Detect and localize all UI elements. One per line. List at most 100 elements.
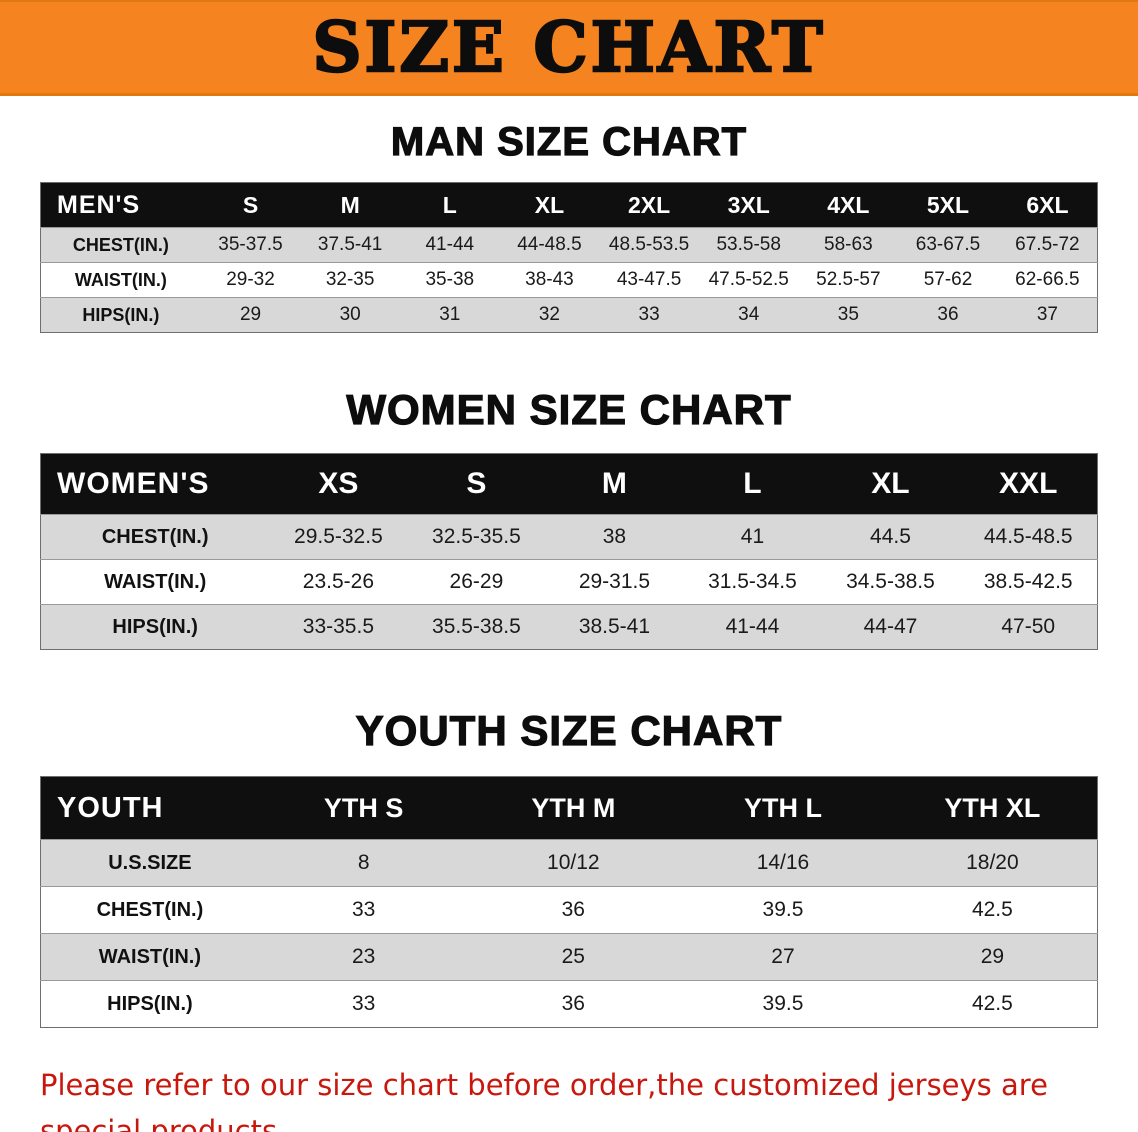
men-size-header: 5XL <box>898 182 998 228</box>
measure-value: 31 <box>439 304 461 325</box>
measure-value: 33-35.5 <box>302 615 375 638</box>
women-size-header: S <box>407 453 546 515</box>
measure-label: CHEST(IN.) <box>96 898 204 921</box>
measure-value: 37 <box>1036 304 1058 325</box>
measure-label: HIPS(IN.) <box>112 615 198 638</box>
men-measure-row: WAIST(IN.) 29-32 32-35 35-38 38-43 43-47.5 47.… <box>40 262 1098 298</box>
measure-label: U.S.SIZE <box>108 851 192 874</box>
youth-section: YOUTH SIZE CHART YOUTH YTH S YTH M YTH L YTH… <box>0 706 1138 1028</box>
measure-value: 44.5-48.5 <box>983 525 1073 548</box>
measure-value: 32-35 <box>325 269 375 290</box>
measure-value: 63-67.5 <box>915 234 981 255</box>
measure-value: 10/12 <box>547 851 600 874</box>
youth-measure-row: U.S.SIZE 8 10/12 14/16 18/20 <box>40 839 1098 887</box>
measure-value: 31.5-34.5 <box>708 570 797 593</box>
measure-value: 8 <box>357 851 370 874</box>
measure-value: 47-50 <box>1001 615 1056 638</box>
measure-value: 35-38 <box>425 269 475 290</box>
measure-value: 33 <box>638 304 660 325</box>
men-table-title: MEN'S <box>40 182 201 228</box>
youth-table-title: YOUTH <box>40 776 259 840</box>
men-size-header: XL <box>499 182 600 228</box>
measure-value: 29 <box>980 945 1005 968</box>
women-section-heading: WOMEN SIZE CHART <box>346 385 792 433</box>
women-size-header: M <box>545 453 684 515</box>
youth-header-row: YOUTH YTH S YTH M YTH L YTH XL <box>40 776 1098 840</box>
measure-value: 29 <box>239 304 262 325</box>
measure-value: 34 <box>738 304 760 325</box>
women-table-title: WOMEN'S <box>40 453 270 515</box>
women-size-table: WOMEN'S XS S M L XL XXL CHEST(IN.) 29.5-32.5 32.5… <box>40 453 1098 650</box>
youth-measure-row: WAIST(IN.) 23 25 27 29 <box>40 933 1098 981</box>
youth-size-header: YTH S <box>258 776 469 840</box>
men-size-header: 3XL <box>698 182 799 228</box>
women-header-row: WOMEN'S XS S M L XL XXL <box>40 453 1098 515</box>
measure-value: 36 <box>561 898 585 921</box>
women-size-header: XS <box>269 453 408 515</box>
measure-value: 38 <box>602 525 627 548</box>
women-measure-row: WAIST(IN.) 23.5-26 26-29 29-31.5 31.5-34.5 34… <box>40 559 1098 605</box>
measure-label: WAIST(IN.) <box>98 945 202 968</box>
measure-value: 53.5-58 <box>716 234 781 255</box>
measure-value: 58-63 <box>824 234 873 255</box>
measure-value: 36 <box>937 304 959 325</box>
measure-value: 38.5-42.5 <box>983 570 1073 593</box>
youth-size-header: YTH XL <box>887 776 1098 840</box>
measure-value: 29-32 <box>226 269 275 290</box>
youth-size-header: YTH L <box>678 776 888 840</box>
men-header-row: MEN'S S M L XL 2XL 3XL 4XL 5XL 6XL <box>40 182 1098 228</box>
measure-value: 67.5-72 <box>1015 234 1080 255</box>
youth-size-table: YOUTH YTH S YTH M YTH L YTH XL U.S.SIZE 8 10/12… <box>40 776 1098 1028</box>
women-measure-row: CHEST(IN.) 29.5-32.5 32.5-35.5 38 41 44.5 44.5… <box>40 514 1098 560</box>
measure-value: 44-47 <box>863 615 918 638</box>
measure-value: 38.5-41 <box>578 615 651 638</box>
measure-value: 43-47.5 <box>616 269 682 290</box>
men-size-header: M <box>300 182 400 228</box>
men-size-header: S <box>200 182 301 228</box>
men-size-header: 6XL <box>997 182 1098 228</box>
measure-value: 57-62 <box>923 269 973 290</box>
measure-value: 44.5 <box>870 525 911 548</box>
measure-value: 41-44 <box>425 234 475 255</box>
measure-value: 37.5-41 <box>317 234 383 255</box>
measure-label: CHEST(IN.) <box>101 525 209 548</box>
measure-value: 38-43 <box>525 269 574 290</box>
measure-value: 27 <box>771 945 795 968</box>
men-section-heading: MAN SIZE CHART <box>390 119 748 164</box>
measure-value: 18/20 <box>966 851 1019 874</box>
measure-value: 35.5-38.5 <box>432 615 521 638</box>
measure-value: 29-31.5 <box>578 570 651 593</box>
measure-value: 30 <box>339 304 361 325</box>
measure-value: 39.5 <box>762 898 804 921</box>
women-size-header: XXL <box>959 453 1098 515</box>
measure-value: 44-48.5 <box>517 234 582 255</box>
men-size-table: MEN'S S M L XL 2XL 3XL 4XL 5XL 6XL CHEST(IN.) 35-37… <box>40 182 1098 333</box>
disclaimer: Please refer to our size chart before or… <box>40 1062 1108 1132</box>
men-section: MAN SIZE CHART MEN'S S M L XL 2XL 3XL 4XL 5XL 6XL… <box>0 118 1138 333</box>
disclaimer-line-1: Please refer to our size chart before or… <box>40 1068 1048 1132</box>
measure-value: 41 <box>740 525 765 548</box>
measure-value: 34.5-38.5 <box>846 570 935 593</box>
measure-value: 32 <box>538 304 560 325</box>
measure-value: 48.5-53.5 <box>608 234 690 255</box>
women-size-header: L <box>683 453 822 515</box>
measure-value: 25 <box>561 945 585 968</box>
youth-measure-row: CHEST(IN.) 33 36 39.5 42.5 <box>40 886 1098 934</box>
page-title: SIZE CHART <box>311 7 826 88</box>
measure-value: 26-29 <box>449 570 504 593</box>
measure-value: 41-44 <box>725 615 780 638</box>
men-size-header: 2XL <box>599 182 699 228</box>
measure-label: WAIST(IN.) <box>74 269 167 290</box>
measure-value: 62-66.5 <box>1015 269 1080 290</box>
youth-size-header: YTH M <box>468 776 679 840</box>
measure-value: 33 <box>351 992 376 1015</box>
measure-value: 33 <box>351 898 376 921</box>
youth-section-heading: YOUTH SIZE CHART <box>355 706 783 754</box>
men-measure-row: HIPS(IN.) 29 30 31 32 33 34 35 36 37 <box>40 297 1098 333</box>
measure-value: 47.5-52.5 <box>708 269 789 290</box>
measure-value: 35-37.5 <box>218 234 283 255</box>
measure-value: 32.5-35.5 <box>432 525 521 548</box>
measure-value: 14/16 <box>756 851 810 874</box>
women-section: WOMEN SIZE CHART WOMEN'S XS S M L XL XXL CHEST(… <box>0 385 1138 650</box>
measure-value: 36 <box>561 992 585 1015</box>
